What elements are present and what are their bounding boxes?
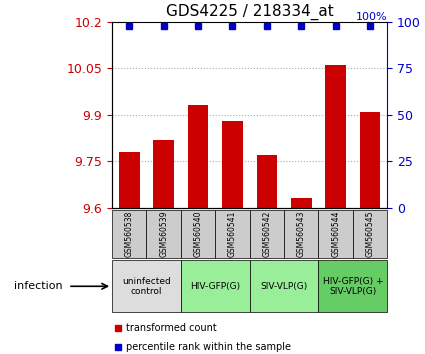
FancyBboxPatch shape [181, 210, 215, 258]
FancyBboxPatch shape [249, 260, 318, 313]
Text: GSM560541: GSM560541 [228, 211, 237, 257]
Text: 100%: 100% [356, 12, 387, 22]
Bar [222, 121, 243, 208]
Text: GSM560544: GSM560544 [331, 211, 340, 257]
Title: GDS4225 / 218334_at: GDS4225 / 218334_at [166, 4, 334, 21]
Text: SIV-VLP(G): SIV-VLP(G) [261, 282, 308, 291]
Text: GSM560539: GSM560539 [159, 211, 168, 257]
FancyBboxPatch shape [147, 210, 181, 258]
Bar [257, 155, 277, 208]
FancyBboxPatch shape [112, 210, 147, 258]
Text: GSM560540: GSM560540 [193, 211, 203, 257]
FancyBboxPatch shape [284, 210, 318, 258]
Bar [291, 199, 312, 208]
Text: transformed count: transformed count [126, 323, 217, 333]
FancyBboxPatch shape [249, 210, 284, 258]
Bar [153, 139, 174, 208]
FancyBboxPatch shape [318, 210, 353, 258]
Text: GSM560542: GSM560542 [262, 211, 271, 257]
Text: GSM560538: GSM560538 [125, 211, 134, 257]
Text: infection: infection [14, 281, 62, 291]
Bar [325, 65, 346, 208]
Text: HIV-GFP(G): HIV-GFP(G) [190, 282, 240, 291]
Text: percentile rank within the sample: percentile rank within the sample [126, 342, 291, 352]
Bar [360, 112, 380, 208]
FancyBboxPatch shape [318, 260, 387, 313]
FancyBboxPatch shape [353, 210, 387, 258]
FancyBboxPatch shape [181, 260, 249, 313]
FancyBboxPatch shape [215, 210, 249, 258]
Bar [188, 105, 208, 208]
Text: GSM560543: GSM560543 [297, 211, 306, 257]
Bar [119, 152, 139, 208]
FancyBboxPatch shape [112, 260, 181, 313]
Text: HIV-GFP(G) +
SIV-VLP(G): HIV-GFP(G) + SIV-VLP(G) [323, 276, 383, 296]
Text: uninfected
control: uninfected control [122, 276, 171, 296]
Text: GSM560545: GSM560545 [366, 211, 374, 257]
